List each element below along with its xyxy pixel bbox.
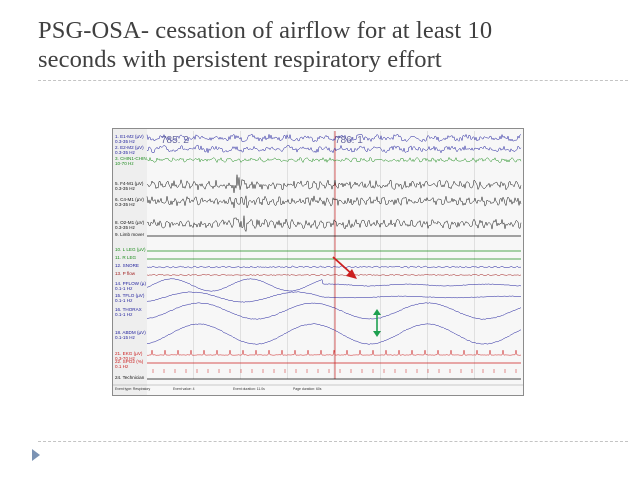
trace-o2m1 — [146, 215, 522, 233]
trace-c4m1 — [146, 195, 522, 209]
channel-label-lleg: 10. L LEG (µV) — [115, 247, 146, 252]
channel-label-e1m2: 1. E1-M2 (µV) 0.3-35 Hz — [115, 134, 144, 144]
status-event-type: Event type: Respiratory — [115, 387, 151, 391]
channel-label-spo2: 22. SPO2 (%) 0.1 Hz — [115, 359, 144, 369]
channel-label-ekg: 21. EKG (µV) 0.3-70 Hz — [115, 351, 143, 361]
trace-e1m2 — [146, 133, 522, 143]
channel-label-thorax: 16. THORAX 0.1-1 Hz — [115, 307, 142, 317]
psg-traces — [113, 129, 523, 395]
trace-pressure — [146, 273, 522, 276]
effort-arrow-head-up — [373, 309, 381, 315]
status-page-duration: Page duration: 60s — [293, 387, 322, 391]
status-event-duration: Event duration: 11.0s — [233, 387, 265, 391]
channel-label-pressure: 13. P flow — [115, 271, 136, 276]
label-column — [113, 129, 147, 395]
channel-label-e2m2: 2. E2-M2 (µV) 0.3-35 Hz — [115, 145, 144, 155]
apnea-arrow-head — [346, 269, 357, 279]
trace-chin — [146, 156, 522, 164]
trace-abdm — [146, 323, 521, 345]
trace-e2m2 — [146, 144, 522, 154]
channel-label-c4m1: 6. C4-M1 (µV) 0.3-35 Hz — [115, 197, 144, 207]
channel-label-abdm: 18. ABDM (µV) 0.1-15 Hz — [115, 330, 146, 340]
footer-divider — [38, 441, 628, 442]
channel-label-o2m1: 8. O2-M1 (µV) 0.3-35 Hz — [115, 220, 145, 230]
trace-snore — [146, 265, 522, 269]
trace-f4m1 — [146, 174, 522, 193]
slide-title-line-1: PSG-OSA- cessation of airflow for at lea… — [38, 17, 493, 44]
slide-title-line-2: seconds with persistent respiratory effo… — [38, 46, 442, 73]
channel-label-pflow: 14. PFLOW (µ) 0.1-1 Hz — [115, 281, 146, 291]
channel-label-f4m1: 5. F4-M1 (µV) 0.3-35 Hz — [115, 181, 144, 191]
channel-label-rleg: 11. R LEG — [115, 255, 137, 260]
slide-title: PSG-OSA- cessation of airflow for at lea… — [38, 16, 618, 74]
trace-tflo — [146, 291, 522, 303]
trace-pflow — [146, 278, 522, 292]
epoch-label-1: 785: 2 — [161, 135, 189, 146]
title-divider — [38, 80, 628, 81]
psg-recording-figure: 1. E1-M2 (µV) 0.3-35 Hz 2. E2-M2 (µV) 0.3… — [112, 128, 524, 396]
channel-label-snore: 12. SNORE — [115, 263, 139, 268]
trace-thorax — [146, 302, 522, 320]
slide-bullet-icon — [32, 449, 40, 461]
channel-label-tech: 24. Technician — [115, 375, 145, 380]
status-event-value: Event value: 4 — [173, 387, 195, 391]
effort-arrow-head-down — [373, 331, 381, 337]
channel-label-tflo: 15. TFLO (µV) 0.1-1 Hz — [115, 293, 145, 303]
trace-ekg — [147, 349, 522, 356]
epoch-label-2: 786: 1 — [335, 135, 363, 146]
channel-label-chin: 3. CHIN1-CHIN 10-70 Hz — [115, 156, 147, 166]
channel-label-limb: 9. Limb mover — [115, 232, 145, 237]
